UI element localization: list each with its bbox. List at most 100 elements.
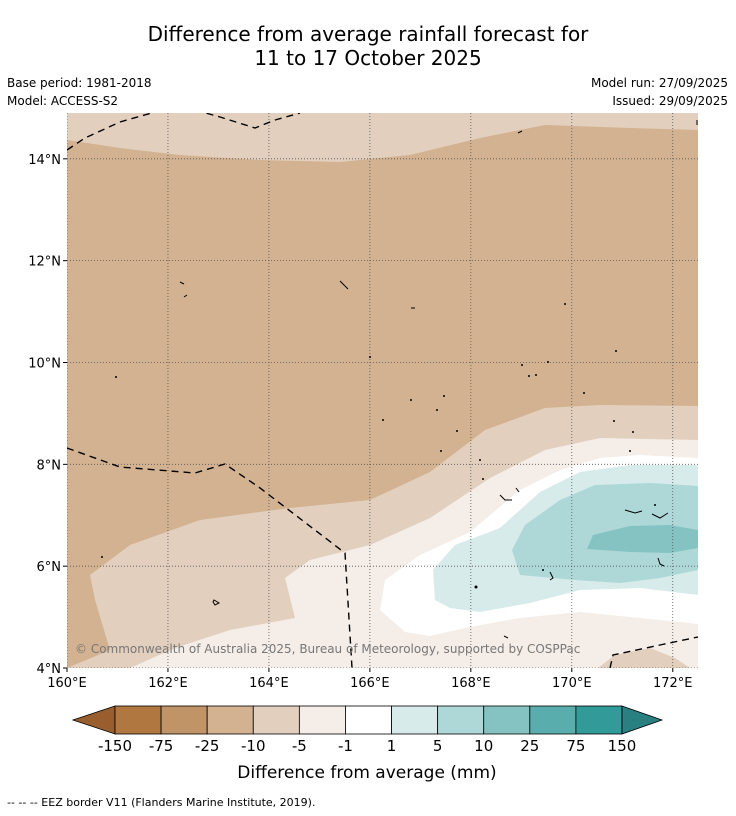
island-dot bbox=[440, 450, 442, 452]
colorbar-tick-label: -25 bbox=[195, 737, 220, 755]
colorbar-segment bbox=[298, 705, 346, 735]
colorbar-tick-label: 1 bbox=[387, 737, 397, 755]
island-dot bbox=[479, 459, 481, 461]
atoll-outline bbox=[549, 571, 554, 581]
contour-fill-southeast-patch bbox=[598, 648, 690, 668]
colorbar-tick-label: -75 bbox=[149, 737, 174, 755]
colorbar-label: Difference from average (mm) bbox=[237, 763, 496, 783]
colorbar-tick-label: 75 bbox=[566, 737, 585, 755]
y-tick-label: 14°N bbox=[28, 153, 61, 168]
x-tick-label: 160°E bbox=[47, 676, 87, 691]
island-dot bbox=[482, 478, 484, 480]
contour-fill-north-band bbox=[67, 113, 698, 162]
map-gridlines bbox=[67, 113, 698, 668]
island-dot bbox=[456, 430, 458, 432]
copyright-credit: © Commonwealth of Australia 2025, Bureau… bbox=[75, 642, 580, 656]
colorbar-segment bbox=[575, 705, 623, 735]
colorbar-segment bbox=[206, 705, 254, 735]
x-tick-label: 164°E bbox=[249, 676, 289, 691]
island-dot bbox=[474, 585, 478, 589]
colorbar-extend-low bbox=[71, 705, 116, 735]
x-tick-label: 170°E bbox=[552, 676, 592, 691]
eez-border-lines bbox=[67, 113, 698, 668]
x-tick-label: 166°E bbox=[350, 676, 390, 691]
island-dot bbox=[115, 376, 117, 378]
chart-title-line1: Difference from average rainfall forecas… bbox=[147, 22, 589, 46]
base-period-text: Base period: 1981-2018 bbox=[7, 76, 152, 90]
colorbar: -150 -75 -25 -10 -5 -1 1 5 10 25 75 150 bbox=[71, 705, 664, 755]
island-dots bbox=[101, 303, 656, 589]
atoll-outline bbox=[515, 487, 520, 493]
colorbar-segment bbox=[529, 705, 577, 735]
island-dot bbox=[615, 350, 617, 352]
chart-title: Difference from average rainfall forecas… bbox=[0, 22, 736, 70]
colorbar-tick-label: -5 bbox=[292, 737, 307, 755]
map-area: © Commonwealth of Australia 2025, Bureau… bbox=[67, 113, 698, 668]
island-dot bbox=[632, 431, 634, 433]
map-axes: 160°E 162°E 164°E 166°E 168°E 170°E 172°E 4°N 6°… bbox=[28, 153, 692, 691]
island-dot bbox=[521, 364, 523, 366]
colorbar-tick-label: 5 bbox=[433, 737, 443, 755]
issued-text: Issued: 29/09/2025 bbox=[612, 94, 728, 108]
chart-title-line2: 11 to 17 October 2025 bbox=[254, 46, 482, 70]
island-dot bbox=[436, 409, 438, 411]
atoll-outline bbox=[657, 557, 665, 567]
island-dot bbox=[583, 392, 585, 394]
island-dot bbox=[369, 356, 371, 358]
atoll-outline bbox=[212, 599, 221, 606]
island-dot bbox=[535, 374, 537, 376]
atoll-outlines bbox=[179, 120, 698, 639]
island-dot bbox=[654, 504, 656, 506]
y-tick-label: 6°N bbox=[37, 560, 62, 575]
atoll-outline bbox=[651, 512, 669, 519]
island-dot bbox=[613, 420, 615, 422]
colorbar-segment bbox=[252, 705, 300, 735]
colorbar-segment bbox=[437, 705, 485, 735]
colorbar-extend-high bbox=[621, 705, 664, 735]
island-dot bbox=[564, 303, 566, 305]
x-tick-label: 172°E bbox=[653, 676, 693, 691]
atoll-outline bbox=[183, 294, 188, 298]
island-dot bbox=[443, 395, 445, 397]
colorbar-segment bbox=[160, 705, 208, 735]
x-tick-label: 162°E bbox=[148, 676, 188, 691]
colorbar-segment bbox=[114, 705, 162, 735]
model-run-text: Model run: 27/09/2025 bbox=[590, 76, 728, 90]
island-dot bbox=[542, 569, 544, 571]
model-text: Model: ACCESS-S2 bbox=[7, 94, 119, 108]
colorbar-segment bbox=[391, 705, 439, 735]
meta-right: Model run: 27/09/2025 Issued: 29/09/2025 bbox=[591, 74, 728, 110]
meta-left: Base period: 1981-2018 Model: ACCESS-S2 bbox=[7, 74, 152, 110]
y-tick-label: 8°N bbox=[37, 458, 62, 473]
colorbar-segment bbox=[345, 705, 392, 735]
eez-border-southeast bbox=[609, 636, 698, 668]
colorbar-tick-label: -10 bbox=[241, 737, 266, 755]
colorbar-tick-label: 25 bbox=[520, 737, 539, 755]
atoll-outline bbox=[624, 509, 643, 514]
colorbar-segment bbox=[483, 705, 531, 735]
x-tick-label: 168°E bbox=[451, 676, 491, 691]
island-dot bbox=[410, 399, 412, 401]
eez-border-north bbox=[67, 113, 301, 151]
colorbar-tick-label: -150 bbox=[98, 737, 132, 755]
atoll-outline bbox=[179, 281, 185, 285]
island-dot bbox=[528, 375, 530, 377]
contour-fill-10-25 bbox=[587, 525, 698, 553]
atoll-outline bbox=[499, 494, 512, 501]
island-dot bbox=[547, 361, 549, 363]
colorbar-tick-label: -1 bbox=[338, 737, 353, 755]
eez-footnote: -- -- -- EEZ border V11 (Flanders Marine… bbox=[7, 796, 316, 809]
island-dot bbox=[101, 556, 103, 558]
colorbar-tick-label: 10 bbox=[474, 737, 493, 755]
y-tick-label: 10°N bbox=[28, 356, 61, 371]
atoll-outline bbox=[517, 130, 523, 134]
eez-border-marshall-west bbox=[67, 447, 353, 668]
atoll-outline bbox=[503, 635, 509, 639]
y-tick-label: 4°N bbox=[37, 662, 62, 677]
island-dot bbox=[629, 450, 631, 452]
y-tick-label: 12°N bbox=[28, 255, 61, 270]
colorbar-tick-label: 150 bbox=[608, 737, 637, 755]
atoll-outline bbox=[339, 280, 349, 290]
island-dot bbox=[382, 419, 384, 421]
